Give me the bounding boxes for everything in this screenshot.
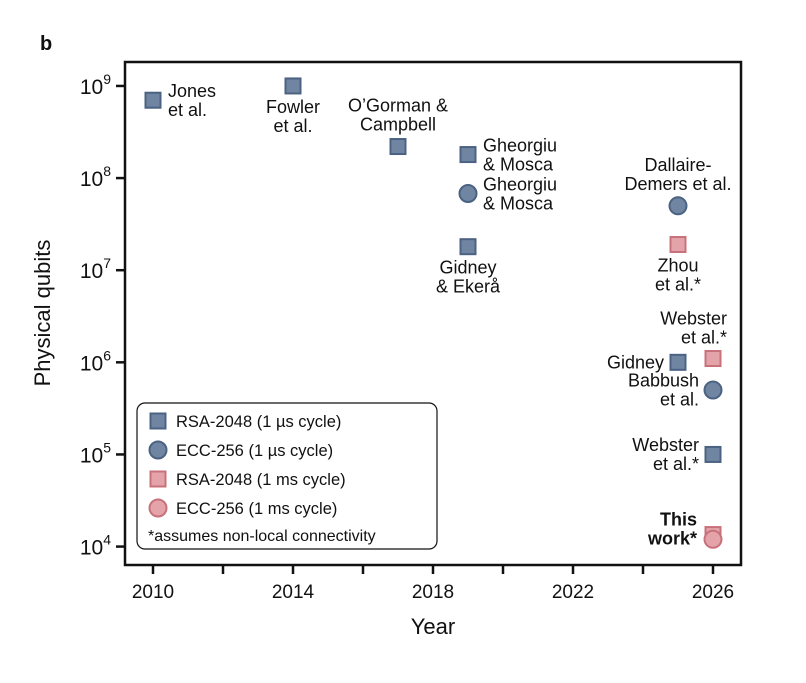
point-ecc_us: [458, 184, 478, 204]
y-axis-label: Physical qubits: [30, 240, 55, 387]
point-label: et al.*: [681, 328, 727, 348]
point-rsa_us: [459, 146, 477, 164]
point-label: et al.: [660, 390, 699, 410]
point-rsa_us: [704, 445, 722, 463]
point-rsa_us: [284, 77, 302, 95]
point-label: Zhou: [657, 256, 698, 276]
point-label: Webster: [632, 435, 699, 455]
y-tick-label: 109: [80, 71, 111, 99]
point-label: et al.*: [653, 454, 699, 474]
point-label: Gheorgiu: [483, 136, 557, 156]
point-label: Dallaire-: [644, 155, 711, 175]
point-label: This: [660, 509, 697, 529]
legend-entry: RSA-2048 (1 µs cycle): [176, 413, 341, 431]
point-label: Gidney: [439, 258, 496, 278]
point-label: et al.: [168, 100, 207, 120]
point-label: Webster: [660, 309, 727, 329]
point-label: Gheorgiu: [483, 175, 557, 195]
legend: RSA-2048 (1 µs cycle) ECC-256 (1 µs cycle…: [136, 402, 438, 550]
x-tick-label: 2014: [272, 582, 315, 603]
y-tick-label: 105: [80, 439, 111, 467]
point-rsa_us: [389, 138, 407, 156]
x-axis-label: Year: [411, 614, 455, 639]
point-rsa_ms: [704, 350, 722, 368]
point-rsa_us: [669, 353, 687, 371]
point-ecc_us: [668, 196, 688, 216]
x-tick-label: 2026: [692, 582, 734, 603]
point-label: & Mosca: [483, 155, 554, 175]
legend-marker: [149, 412, 167, 430]
x-tick-label: 2018: [412, 582, 454, 603]
point-ecc_us: [703, 380, 723, 400]
point-ecc_ms: [703, 529, 723, 549]
legend-note: *assumes non-local connectivity: [148, 528, 376, 545]
y-tick-label: 107: [80, 255, 111, 283]
x-tick-label: 2010: [132, 582, 174, 603]
point-label: Demers et al.: [624, 174, 731, 194]
panel-label: b: [40, 33, 52, 55]
point-label: Campbell: [360, 115, 436, 135]
y-tick-label: 104: [80, 532, 111, 560]
legend-marker: [149, 470, 167, 488]
point-label: Gidney: [607, 352, 664, 372]
point-label: Fowler: [266, 97, 320, 117]
legend-marker: [148, 440, 168, 460]
point-label: O’Gorman &: [348, 96, 448, 116]
point-label: Jones: [168, 81, 216, 101]
x-tick-label: 2022: [552, 582, 594, 603]
point-label: Babbush: [628, 371, 699, 391]
point-rsa_ms: [669, 236, 687, 254]
point-rsa_us: [144, 91, 162, 109]
legend-box: [136, 402, 438, 550]
point-label: et al.: [273, 116, 312, 136]
point-rsa_us: [459, 238, 477, 256]
y-tick-label: 106: [80, 347, 111, 375]
point-label: & Ekerå: [436, 277, 501, 297]
legend-entry: RSA-2048 (1 ms cycle): [176, 471, 346, 489]
legend-entry: ECC-256 (1 ms cycle): [176, 500, 337, 518]
point-label: work*: [647, 528, 697, 548]
axes: 2010 2014 2018 2022 2026 104 105 106 107 108 109: [80, 60, 743, 603]
legend-marker: [148, 498, 168, 518]
y-tick-label: 108: [80, 163, 111, 191]
point-label: et al.*: [655, 275, 701, 295]
point-label: & Mosca: [483, 194, 554, 214]
legend-entry: ECC-256 (1 µs cycle): [176, 442, 333, 460]
